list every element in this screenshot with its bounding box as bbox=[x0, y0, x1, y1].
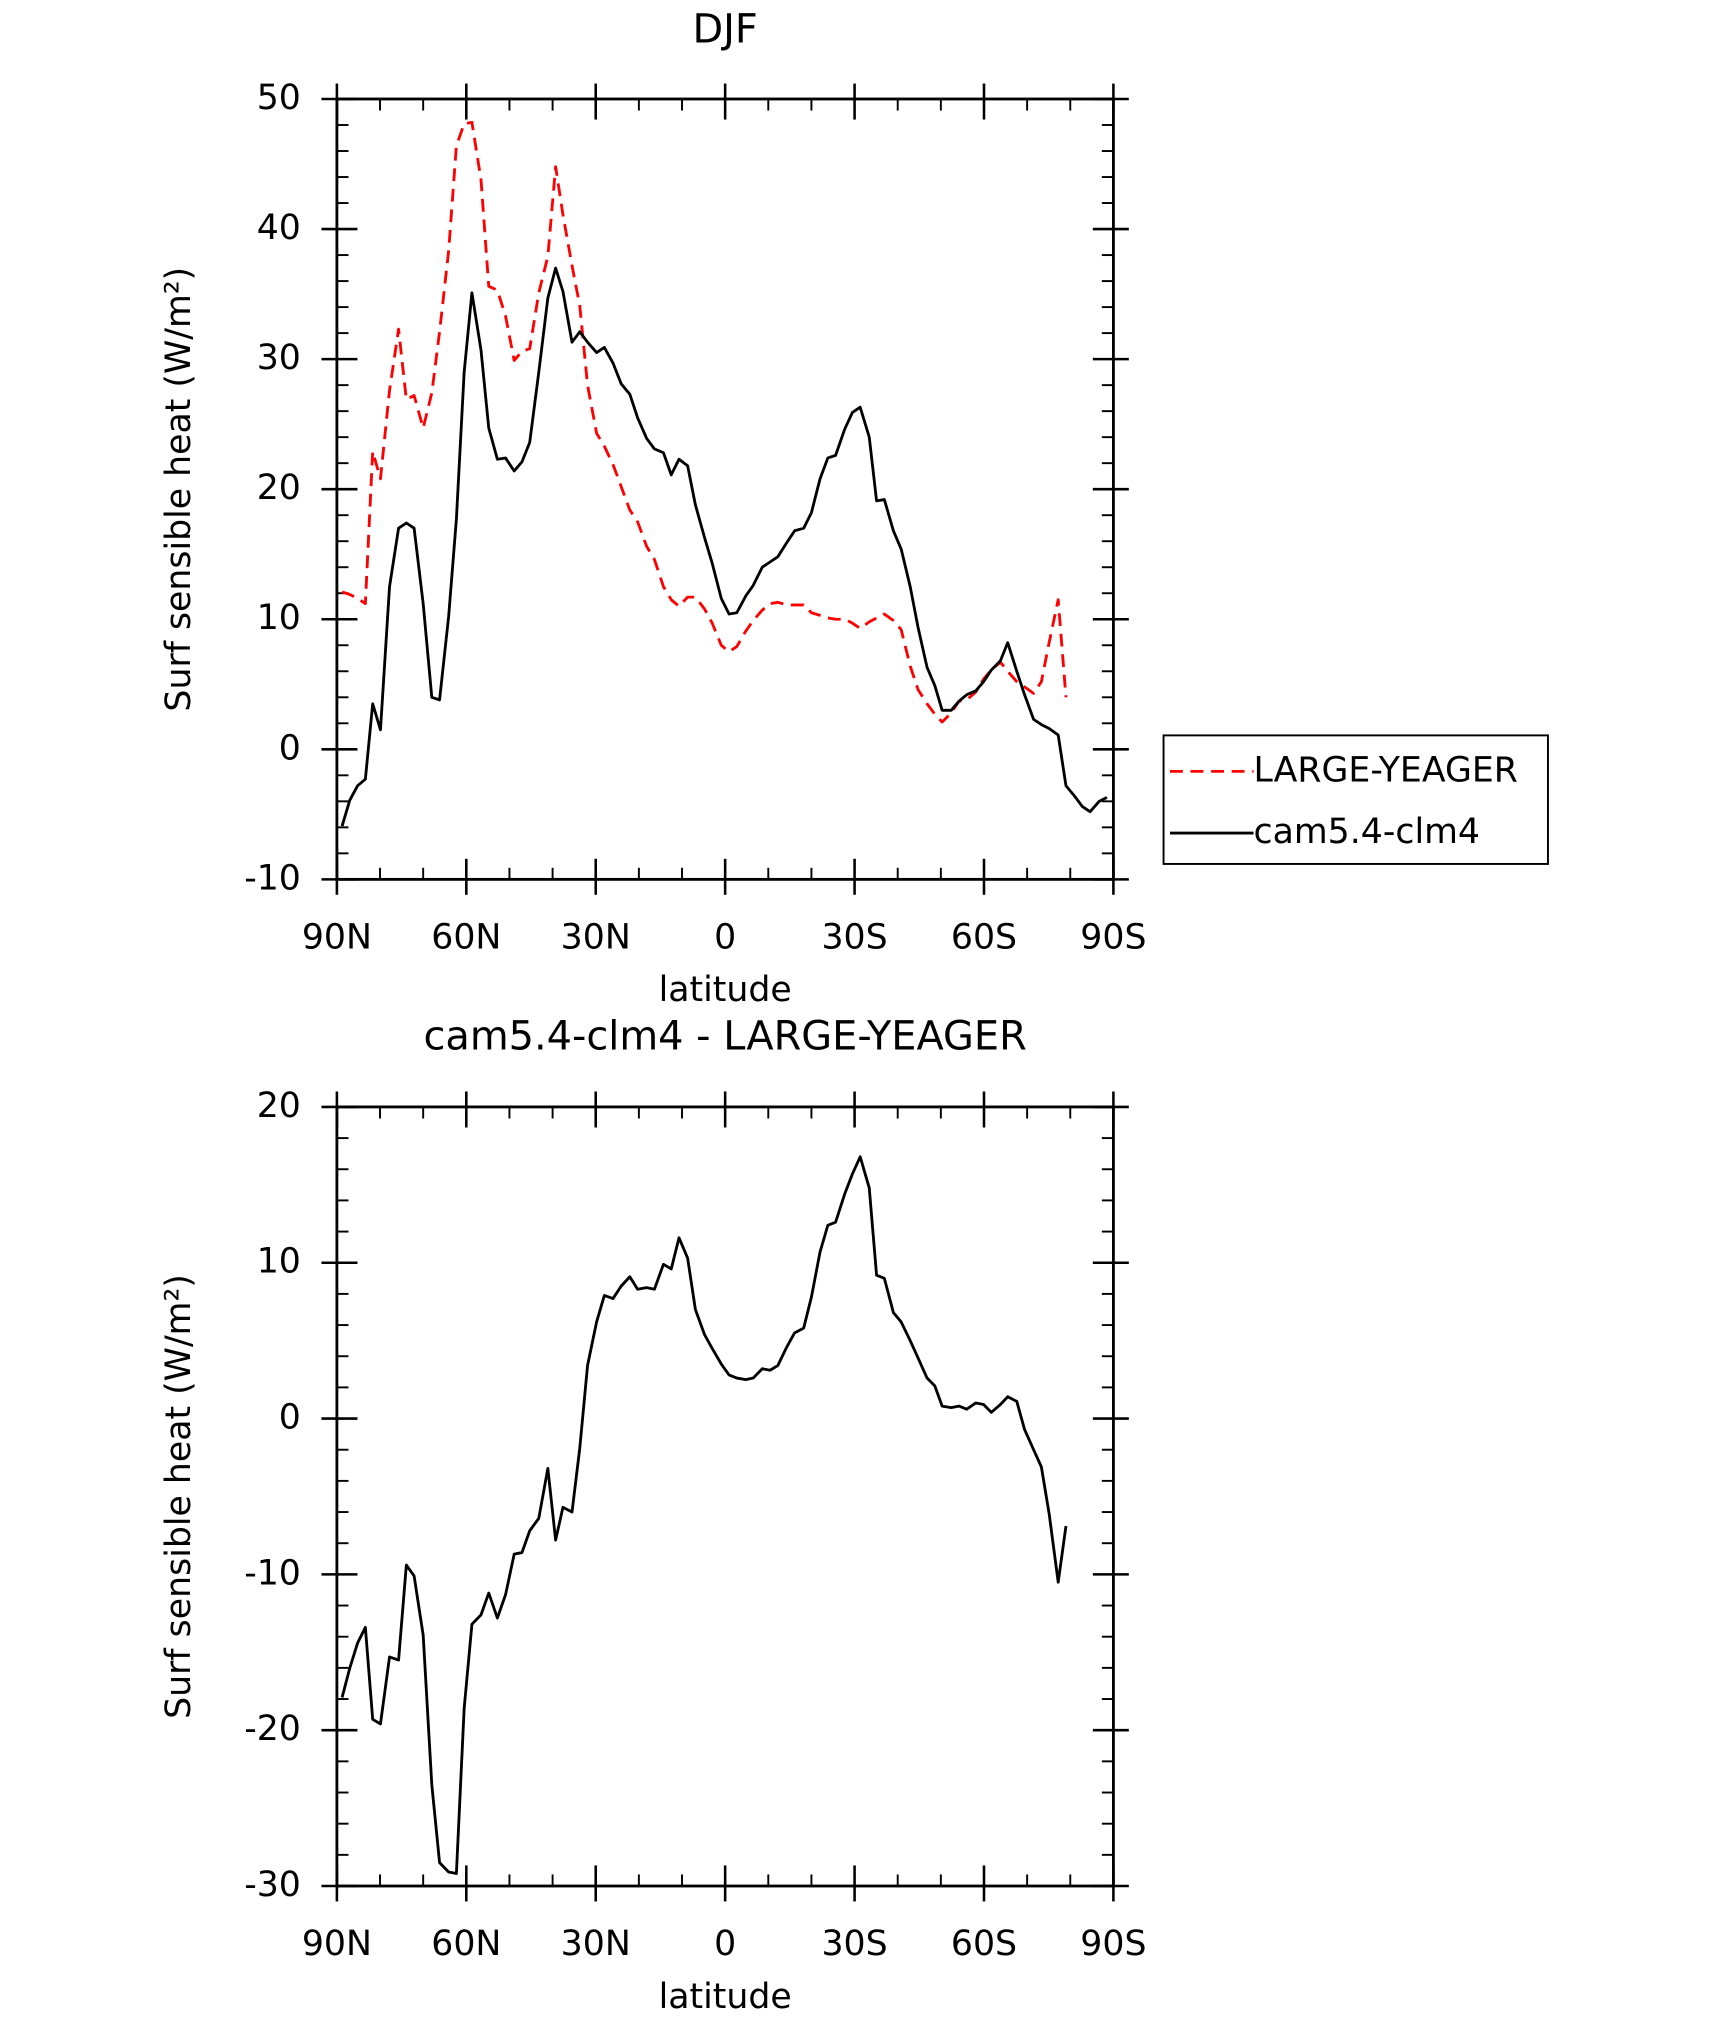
x-tick-label: 60S bbox=[951, 918, 1017, 958]
y-tick-label: -30 bbox=[244, 1865, 301, 1905]
y-tick-label: 20 bbox=[257, 468, 301, 508]
chart-title: DJF bbox=[692, 7, 757, 53]
y-tick-label: 50 bbox=[257, 78, 301, 118]
y-tick-label: -10 bbox=[244, 858, 301, 898]
legend-label: LARGE-YEAGER bbox=[1254, 750, 1518, 790]
x-tick-label: 60N bbox=[431, 918, 501, 958]
x-tick-label: 30N bbox=[561, 918, 631, 958]
y-axis-label: Surf sensible heat (W/m²) bbox=[159, 1274, 199, 1719]
x-tick-label: 90S bbox=[1080, 1924, 1146, 1964]
chart-title: cam5.4-clm4 - LARGE-YEAGER bbox=[424, 1013, 1027, 1059]
data-line bbox=[340, 1155, 1068, 1875]
data-line bbox=[340, 266, 1108, 827]
y-tick-label: 30 bbox=[257, 338, 301, 378]
legend-label: cam5.4-clm4 bbox=[1254, 812, 1480, 852]
y-tick-label: 0 bbox=[279, 728, 301, 768]
x-tick-label: 90S bbox=[1080, 918, 1146, 958]
y-tick-label: -10 bbox=[244, 1553, 301, 1593]
y-tick-label: 40 bbox=[257, 208, 301, 248]
y-tick-label: 10 bbox=[257, 1242, 301, 1282]
plot-frame bbox=[335, 97, 1115, 881]
x-tick-label: 0 bbox=[714, 918, 736, 958]
x-tick-label: 90N bbox=[302, 918, 372, 958]
y-tick-label: -20 bbox=[244, 1709, 301, 1749]
x-tick-label: 0 bbox=[714, 1924, 736, 1964]
x-tick-label: 30S bbox=[821, 918, 887, 958]
data-line bbox=[341, 120, 1068, 724]
y-tick-label: 10 bbox=[257, 598, 301, 638]
x-tick-label: 90N bbox=[302, 1924, 372, 1964]
y-tick-label: 0 bbox=[279, 1398, 301, 1438]
y-axis-label: Surf sensible heat (W/m²) bbox=[159, 267, 199, 712]
x-axis-label: latitude bbox=[659, 970, 792, 1010]
x-tick-label: 60S bbox=[951, 1924, 1017, 1964]
x-tick-label: 60N bbox=[431, 1924, 501, 1964]
x-tick-label: 30S bbox=[821, 1924, 887, 1964]
plot-frame bbox=[335, 1105, 1115, 1888]
x-tick-label: 30N bbox=[561, 1924, 631, 1964]
legend-box bbox=[1162, 734, 1549, 865]
y-tick-label: 20 bbox=[257, 1086, 301, 1126]
x-axis-label: latitude bbox=[659, 1977, 792, 2017]
